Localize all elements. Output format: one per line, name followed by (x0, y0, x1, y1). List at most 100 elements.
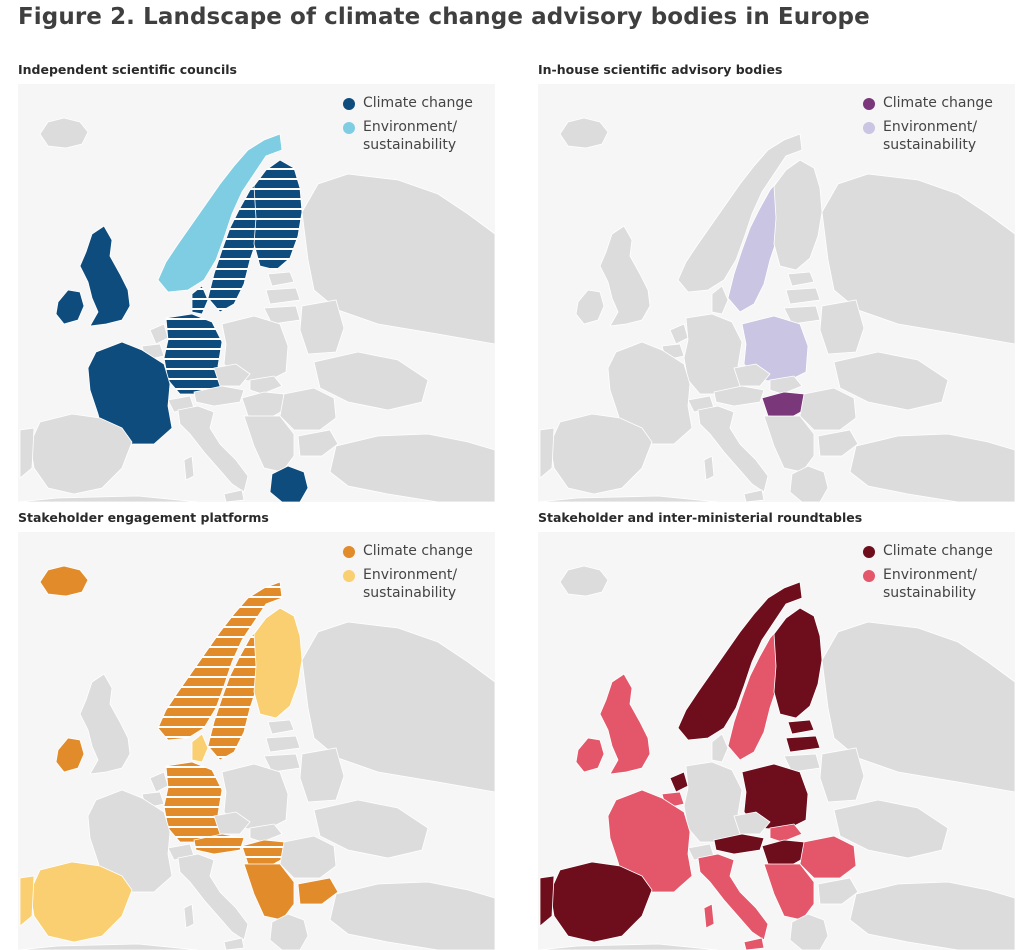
country-france (87, 341, 173, 445)
country-estonia (787, 719, 815, 735)
country-ukraine (833, 351, 949, 411)
legend-item-environment-sustainability: Environment/ sustainability (863, 566, 1024, 602)
legend-item-climate-change: Climate change (863, 542, 1024, 560)
country-austria (713, 833, 765, 855)
country-turkey (329, 433, 495, 502)
country-greece (789, 913, 829, 950)
country-norway (677, 133, 803, 293)
legend-label: Climate change (363, 95, 473, 111)
map-legend: Climate change Environment/ sustainabili… (863, 542, 1024, 608)
country-estonia (267, 271, 295, 287)
figure-title: Figure 2. Landscape of climate change ad… (18, 4, 870, 30)
legend-label: Climate change (883, 543, 993, 559)
country-estonia (787, 271, 815, 287)
country-denmark (191, 733, 209, 763)
map-legend: Climate change Environment/ sustainabili… (343, 542, 513, 608)
europe-map (538, 532, 1015, 950)
country-greece (269, 913, 309, 950)
country-latvia (785, 287, 821, 305)
country-ukraine (313, 799, 429, 859)
europe-map (18, 84, 495, 502)
country-sicily (743, 489, 765, 502)
country-latvia (265, 735, 301, 753)
country-belarus (819, 747, 865, 803)
panel-title: Independent scientific councils (18, 62, 237, 77)
country-germany (163, 761, 223, 843)
country-denmark (711, 733, 729, 763)
country-bulgaria (297, 429, 339, 457)
country-turkey (329, 881, 495, 950)
panel-independent-scientific-councils: Independent scientific councils Climate … (18, 62, 515, 502)
country-bulgaria (817, 429, 859, 457)
country-sicily (223, 489, 245, 502)
country-lithuania (263, 305, 301, 325)
country-slovakia (249, 823, 283, 843)
legend-item-climate-change: Climate change (343, 94, 513, 112)
country-netherlands (149, 771, 169, 793)
country-spain (549, 413, 653, 495)
country-portugal (19, 875, 35, 927)
country-austria (193, 833, 245, 855)
country-netherlands (669, 323, 689, 345)
country-germany (683, 761, 743, 843)
legend-swatch (863, 570, 875, 582)
country-bulgaria (817, 877, 859, 905)
country-italy (177, 405, 249, 493)
country-balkans (763, 863, 815, 921)
country-greece (789, 465, 829, 502)
panel-title: Stakeholder engagement platforms (18, 510, 269, 525)
country-czechia (733, 811, 771, 835)
legend-swatch (343, 98, 355, 110)
legend-label: Environment/ sustainability (883, 119, 978, 153)
map-svg (538, 565, 1015, 950)
country-balkans (243, 863, 295, 921)
country-ireland (575, 289, 605, 325)
country-slovakia (249, 375, 283, 395)
country-russia-nw (301, 173, 495, 345)
country-greece (269, 465, 309, 502)
country-sardinia (183, 903, 195, 929)
legend-item-environment-sustainability: Environment/ sustainability (343, 118, 513, 154)
country-spain (29, 861, 133, 943)
legend-label: Climate change (883, 95, 993, 111)
country-sardinia (183, 455, 195, 481)
country-slovakia (769, 375, 803, 395)
legend-item-environment-sustainability: Environment/ sustainability (863, 118, 1024, 154)
country-russia-nw (301, 621, 495, 793)
country-iceland (39, 117, 89, 149)
country-latvia (265, 287, 301, 305)
legend-item-climate-change: Climate change (343, 542, 513, 560)
legend-item-environment-sustainability: Environment/ sustainability (343, 566, 513, 602)
legend-swatch (343, 546, 355, 558)
country-russia-nw (821, 621, 1015, 793)
legend-swatch (343, 122, 355, 134)
country-finland (773, 607, 823, 719)
country-austria (193, 385, 245, 407)
map-svg (538, 117, 1015, 502)
country-balkans (243, 415, 295, 473)
country-belarus (819, 299, 865, 355)
country-sardinia (703, 455, 715, 481)
country-netherlands (149, 323, 169, 345)
country-n-africa (538, 495, 719, 502)
country-iceland (559, 117, 609, 149)
country-ukraine (313, 351, 429, 411)
country-iceland (559, 565, 609, 597)
country-finland (773, 159, 823, 271)
country-portugal (539, 875, 555, 927)
panel-stakeholder-engagement-platforms: Stakeholder engagement platforms Climate… (18, 510, 515, 950)
country-lithuania (783, 305, 821, 325)
legend-swatch (863, 546, 875, 558)
country-italy (177, 853, 249, 941)
country-iceland (39, 565, 89, 597)
country-slovakia (769, 823, 803, 843)
country-czechia (213, 811, 251, 835)
country-italy (697, 853, 769, 941)
country-russia-nw (821, 173, 1015, 345)
country-romania (279, 387, 337, 431)
country-bulgaria (297, 877, 339, 905)
country-uk (79, 225, 131, 327)
panel-in-house-scientific-advisory-bodies: In-house scientific advisory bodies Clim… (538, 62, 1024, 502)
country-germany (683, 313, 743, 395)
country-n-africa (18, 943, 199, 950)
